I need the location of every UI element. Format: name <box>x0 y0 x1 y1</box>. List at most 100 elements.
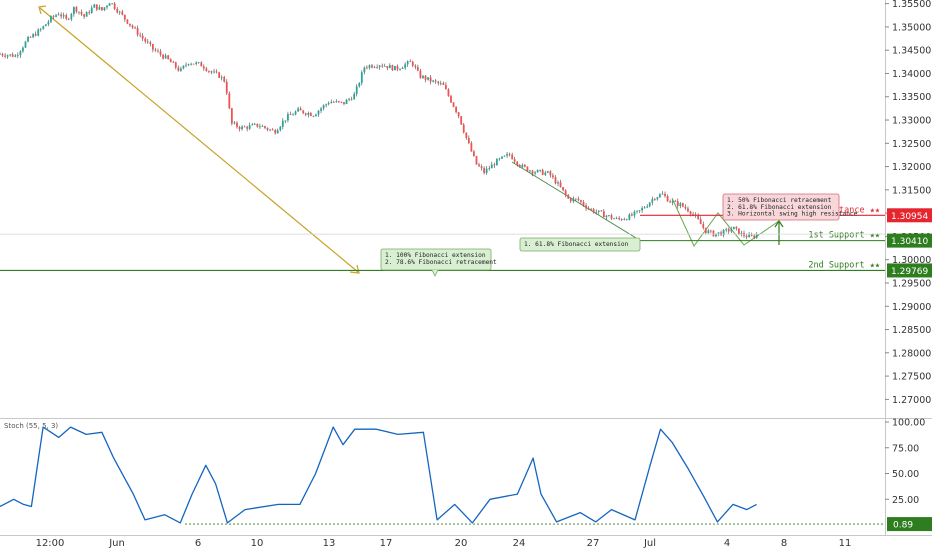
candle-body <box>174 62 177 68</box>
candle-body <box>78 11 80 13</box>
candle-body <box>159 51 162 55</box>
price-tick-label: 1.27000 <box>892 395 931 406</box>
candle-body <box>315 114 317 117</box>
date-tick-label: 11 <box>839 538 852 549</box>
candle-body <box>625 219 628 221</box>
candle-body <box>287 114 289 121</box>
candle-body <box>470 143 473 152</box>
candle-body <box>9 54 12 56</box>
date-tick-label: 10 <box>251 538 264 549</box>
candle-body <box>205 68 208 71</box>
candle-body <box>595 211 598 213</box>
price-tick-label: 1.31500 <box>892 185 931 196</box>
candle-body <box>67 18 70 20</box>
candle-body <box>154 49 157 51</box>
candle-body <box>335 101 338 103</box>
candle-body <box>253 123 256 125</box>
candle-body <box>674 201 677 202</box>
level-price-badge-text: 1.30410 <box>891 237 928 247</box>
trend-arrow-head-end <box>349 264 360 274</box>
date-tick-label: 6 <box>195 538 201 549</box>
candle-body <box>462 124 465 133</box>
candle-body <box>284 120 287 122</box>
candle-body <box>182 65 185 69</box>
candle-body <box>85 12 88 17</box>
candle-body <box>681 203 684 207</box>
candle-body <box>14 55 17 57</box>
candle-body <box>256 123 259 127</box>
candle-body <box>325 104 328 106</box>
candle-body <box>136 28 139 35</box>
candle-body <box>330 101 333 104</box>
candle-body <box>47 21 50 25</box>
candle-body <box>585 205 587 209</box>
price-tick-label: 1.32500 <box>892 139 931 150</box>
candle-body <box>258 126 261 128</box>
date-tick-label: 8 <box>781 538 787 549</box>
candle-body <box>34 34 37 36</box>
price-tick-label: 1.28500 <box>892 325 931 336</box>
date-axis: 12:00 Jun 6 10 13 17 20 24 27 Jul 4 8 11 <box>36 538 852 549</box>
date-tick-label: 13 <box>323 538 336 549</box>
candle-body <box>641 208 643 211</box>
date-tick-label: 17 <box>380 538 393 549</box>
candle-body <box>368 65 371 68</box>
candle-body <box>243 126 246 128</box>
candle-body <box>88 12 91 14</box>
candle-body <box>613 218 615 220</box>
candle-body <box>709 230 712 232</box>
candle-body <box>345 99 348 105</box>
candle-body <box>302 110 305 114</box>
candle-body <box>215 71 218 73</box>
price-tick-label: 1.35000 <box>892 22 931 33</box>
candle-body <box>75 7 78 12</box>
candle-body <box>366 67 368 69</box>
candle-body <box>559 182 562 188</box>
candle-body <box>600 210 603 212</box>
candle-body <box>19 51 22 56</box>
price-tick-label: 1.32000 <box>892 162 931 173</box>
candle-body <box>676 201 679 207</box>
candle-body <box>692 213 694 215</box>
candle-body <box>279 126 282 131</box>
candle-body <box>460 116 463 125</box>
candle-body <box>248 125 251 129</box>
price-tick-label: 1.28000 <box>892 348 931 359</box>
candle-body <box>748 234 751 238</box>
candle-body <box>271 129 274 131</box>
candle-body <box>521 164 524 167</box>
candle-body <box>281 120 284 127</box>
candle-body <box>590 208 593 210</box>
candle-body <box>427 77 429 80</box>
candle-body <box>465 132 468 139</box>
candle-body <box>394 65 396 71</box>
candle-body <box>340 101 343 103</box>
candle-body <box>93 4 96 8</box>
candle-body <box>534 172 536 174</box>
candle-body <box>580 200 582 202</box>
candle-body <box>144 38 147 42</box>
candle-body <box>350 98 353 100</box>
candle-body <box>151 44 154 50</box>
date-tick-label: Jul <box>643 538 656 549</box>
candle-body <box>516 161 519 165</box>
candle-body <box>592 209 595 213</box>
candle-body <box>218 72 221 78</box>
candle-body <box>467 138 470 144</box>
candle-body <box>220 76 223 78</box>
candle-body <box>274 130 277 134</box>
candle-body <box>376 67 379 68</box>
candle-body <box>106 5 108 8</box>
trend-arrow-line <box>39 7 359 273</box>
candle-body <box>416 67 419 71</box>
candle-body <box>177 67 180 71</box>
candle-body <box>180 68 182 71</box>
candle-body <box>172 62 175 63</box>
candle-body <box>597 210 600 212</box>
candle-body <box>526 166 529 171</box>
candle-body <box>381 65 384 67</box>
candle-body <box>294 111 297 115</box>
candle-body <box>689 211 692 214</box>
candle-body <box>200 62 203 67</box>
